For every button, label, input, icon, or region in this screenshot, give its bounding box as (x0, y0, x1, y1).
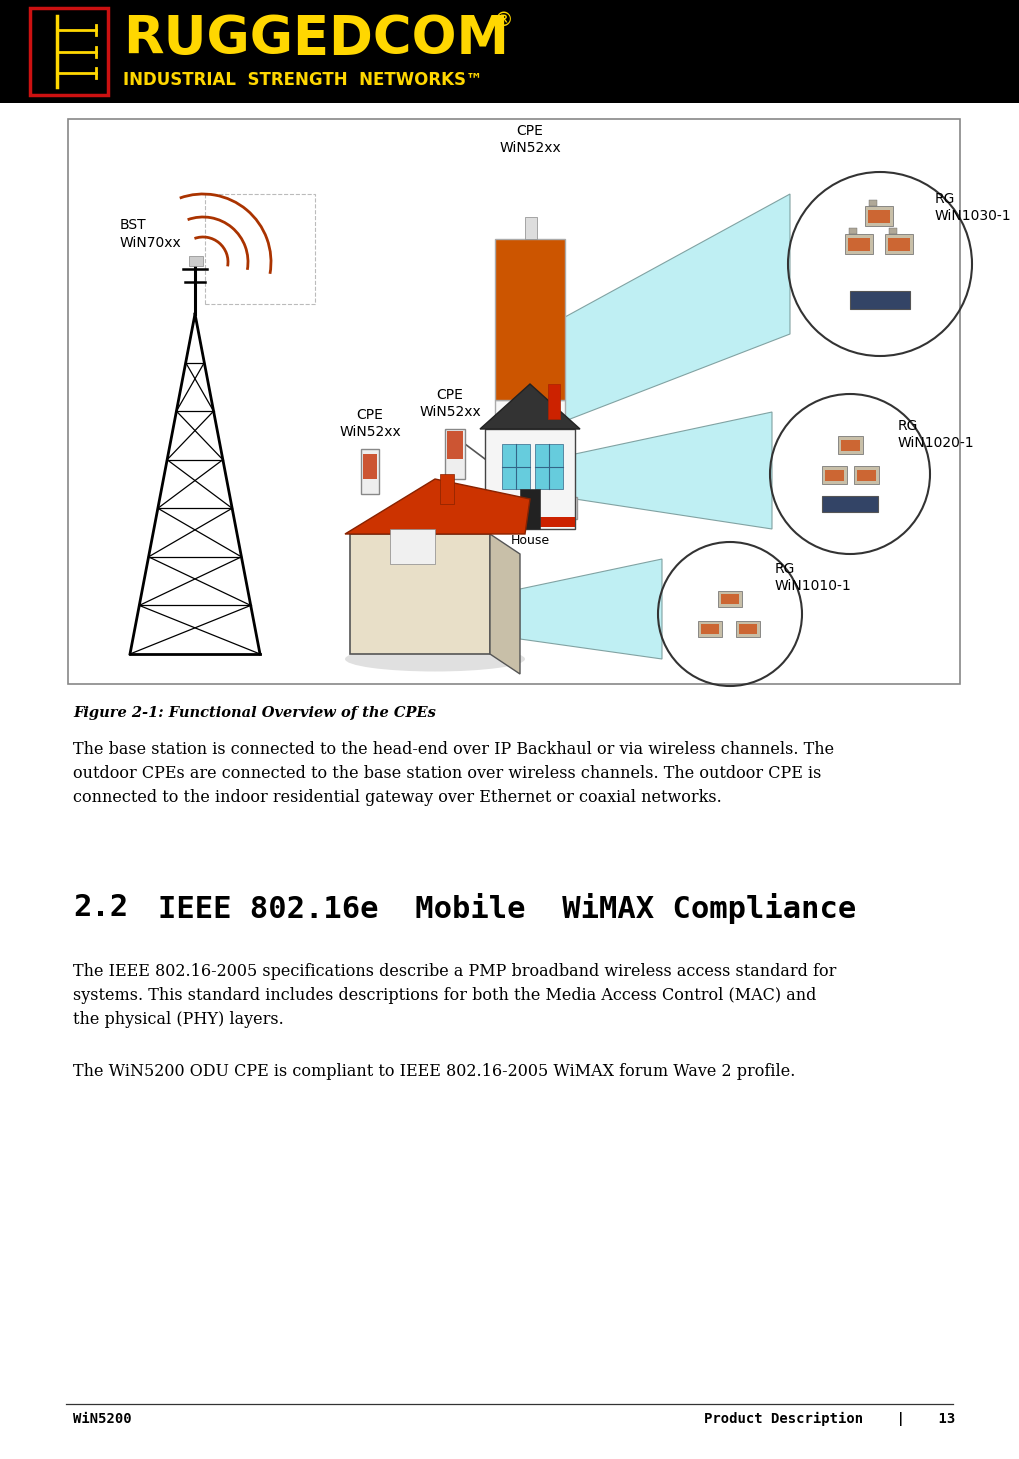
Bar (495, 239, 565, 400)
Bar (485, 429, 575, 530)
Bar (721, 594, 739, 604)
Bar (520, 489, 540, 530)
Bar (390, 530, 435, 565)
Text: House: House (511, 534, 549, 547)
Bar (822, 465, 847, 484)
Text: 2.2: 2.2 (73, 893, 128, 922)
Bar (535, 444, 564, 489)
Bar (361, 449, 379, 495)
Bar (205, 194, 315, 303)
Text: The base station is connected to the head-end over IP Backhaul or via wireless c: The base station is connected to the hea… (73, 741, 835, 759)
Bar (739, 624, 757, 635)
Text: outdoor CPEs are connected to the base station over wireless channels. The outdo: outdoor CPEs are connected to the base s… (73, 765, 821, 782)
Bar (350, 534, 490, 654)
Text: RG
WiN1020-1: RG WiN1020-1 (898, 419, 974, 451)
Polygon shape (490, 534, 520, 674)
Text: RG
WiN1030-1: RG WiN1030-1 (935, 193, 1012, 223)
Bar (849, 228, 857, 233)
Bar (447, 430, 463, 460)
Text: connected to the indoor residential gateway over Ethernet or coaxial networks.: connected to the indoor residential gate… (73, 789, 721, 805)
Bar (548, 384, 560, 419)
Bar (889, 228, 897, 233)
Bar (865, 206, 893, 226)
Bar (0, 0, 1019, 104)
Text: Figure 2-1: Functional Overview of the CPEs: Figure 2-1: Functional Overview of the C… (73, 706, 436, 719)
Bar (525, 217, 537, 239)
Bar (822, 496, 878, 512)
Bar (736, 622, 760, 638)
Bar (363, 454, 377, 479)
Bar (440, 474, 454, 503)
Ellipse shape (345, 646, 525, 671)
Text: The IEEE 802.16-2005 specifications describe a PMP broadband wireless access sta: The IEEE 802.16-2005 specifications desc… (73, 963, 837, 980)
Bar (701, 624, 719, 635)
Bar (850, 290, 910, 309)
Bar (841, 441, 860, 451)
Text: ®: ® (493, 12, 513, 31)
Bar (485, 516, 575, 527)
Text: The WiN5200 ODU CPE is compliant to IEEE 802.16-2005 WiMAX forum Wave 2 profile.: The WiN5200 ODU CPE is compliant to IEEE… (73, 1064, 796, 1080)
Bar (857, 470, 876, 481)
Polygon shape (520, 559, 662, 659)
Polygon shape (565, 194, 790, 422)
Bar (189, 255, 203, 266)
Bar (445, 429, 465, 479)
Bar (845, 233, 873, 254)
Text: IEEE 802.16e  Mobile  WiMAX Compliance: IEEE 802.16e Mobile WiMAX Compliance (158, 893, 856, 924)
Bar (502, 444, 530, 489)
Bar (838, 436, 863, 454)
Text: the physical (PHY) layers.: the physical (PHY) layers. (73, 1011, 283, 1029)
Bar (854, 465, 879, 484)
Polygon shape (345, 479, 530, 534)
Text: BST
WiN70xx: BST WiN70xx (120, 219, 181, 249)
Text: INDUSTRIAL  STRENGTH  NETWORKS™: INDUSTRIAL STRENGTH NETWORKS™ (123, 71, 483, 89)
Bar (483, 498, 577, 519)
Text: WiN5200: WiN5200 (73, 1412, 131, 1425)
Text: RUGGEDCOM: RUGGEDCOM (123, 13, 510, 66)
Text: Product Description    |    13: Product Description | 13 (704, 1412, 955, 1425)
Bar (848, 238, 870, 251)
Text: systems. This standard includes descriptions for both the Media Access Control (: systems. This standard includes descript… (73, 986, 816, 1004)
Bar (888, 238, 910, 251)
Polygon shape (575, 411, 772, 530)
Text: CPE
WiN52xx: CPE WiN52xx (499, 124, 560, 155)
Polygon shape (480, 384, 580, 429)
Text: CPE
WiN52xx: CPE WiN52xx (419, 388, 481, 419)
Text: RG
WiN1010-1: RG WiN1010-1 (775, 562, 852, 594)
Bar (495, 400, 565, 499)
Bar (68, 120, 960, 684)
Bar (718, 591, 742, 607)
Bar (884, 233, 913, 254)
Bar (868, 210, 890, 223)
Bar (825, 470, 844, 481)
Bar (30, 7, 108, 95)
Bar (869, 200, 877, 206)
Text: CPE
WiN52xx: CPE WiN52xx (339, 407, 400, 439)
Bar (698, 622, 722, 638)
